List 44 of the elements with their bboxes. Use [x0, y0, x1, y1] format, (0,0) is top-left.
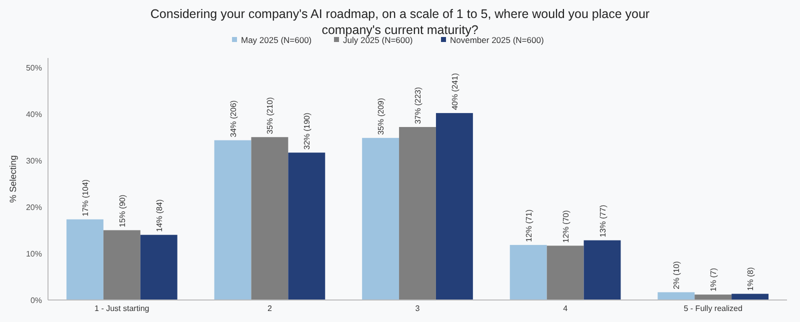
- x-tick-label: 4: [563, 304, 568, 313]
- data-label: 37% (223): [414, 86, 422, 124]
- data-label: 35% (210): [266, 96, 275, 134]
- data-label: 32% (190): [302, 112, 312, 150]
- bar: [66, 219, 104, 300]
- data-label: 1% (7): [709, 268, 718, 292]
- bar: [399, 127, 436, 300]
- bar: [288, 152, 326, 300]
- y-axis-title: % Selecting: [8, 155, 18, 203]
- x-tick-label: 2: [267, 304, 272, 313]
- data-label: 17% (104): [80, 179, 90, 216]
- bar: [251, 137, 288, 300]
- bar: [658, 292, 695, 300]
- legend-label: November 2025 (N=600): [450, 35, 544, 45]
- data-label: 40% (241): [450, 72, 460, 110]
- data-label: 15% (90): [118, 194, 127, 228]
- data-label: 35% (209): [376, 98, 386, 135]
- x-tick-label: 3: [415, 304, 420, 313]
- chart-title: Considering your company's AI roadmap, on a scale of 1 to 5, where would you place your company's current maturity?: [150, 7, 650, 37]
- x-tick-label: 1 - Just starting: [94, 304, 150, 313]
- bar: [103, 230, 140, 300]
- y-tick-label: 30%: [26, 156, 42, 166]
- data-label: 34% (206): [228, 100, 238, 138]
- bar: [436, 113, 473, 300]
- y-tick-label: 50%: [26, 63, 42, 72]
- data-label: 1% (8): [746, 266, 756, 291]
- y-tick-label: 40%: [26, 110, 42, 119]
- bar: [546, 246, 584, 300]
- data-label: 13% (77): [598, 204, 608, 238]
- y-tick-label: 10%: [26, 249, 42, 258]
- data-label: 12% (70): [561, 210, 570, 243]
- bar: [140, 234, 178, 300]
- y-tick-label: 20%: [26, 202, 42, 212]
- legend-label: May 2025 (N=600): [241, 35, 312, 45]
- data-label: 2% (10): [672, 260, 682, 290]
- y-tick-label: 0%: [30, 296, 42, 305]
- bar: [362, 138, 400, 300]
- x-tick-label: 5 - Fully realized: [684, 304, 742, 313]
- bar: [510, 244, 547, 300]
- data-label: 12% (71): [524, 209, 534, 242]
- bar: [694, 294, 732, 300]
- bar: [584, 240, 621, 300]
- bar: [214, 140, 252, 300]
- data-label: 14% (84): [154, 199, 164, 232]
